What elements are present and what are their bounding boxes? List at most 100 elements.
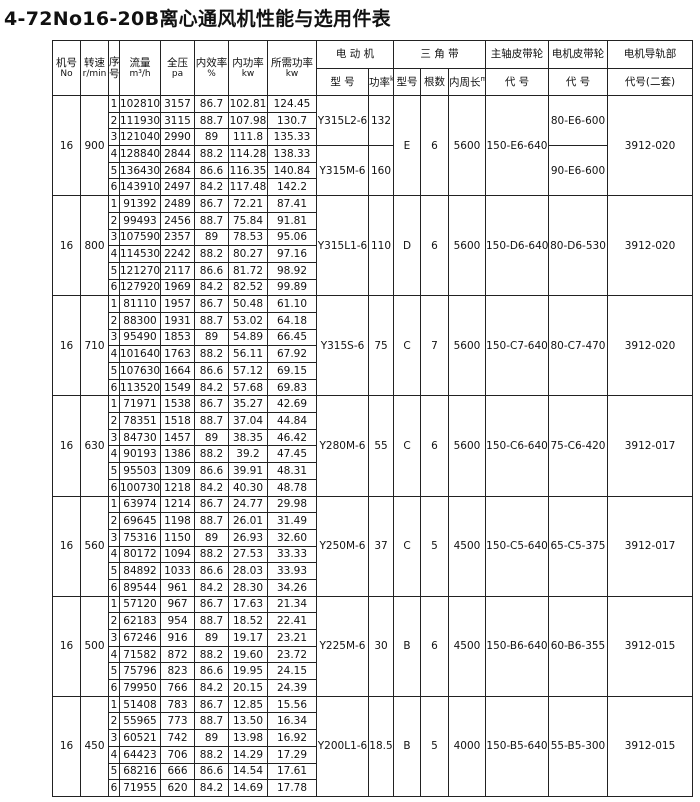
data-row: 4 114530 2242 88.2 80.27 97.16: [53, 245, 693, 263]
required-power: 21.34: [267, 595, 317, 614]
header-cell: 内周长mm: [448, 67, 486, 96]
belt-count: 6: [420, 595, 449, 697]
motor-pulley: 90-E6-600: [548, 145, 608, 197]
data-row: 3 121040 2990 89 111.8 135.33: [53, 128, 693, 147]
seq: 5: [108, 662, 120, 681]
required-power: 142.2: [267, 178, 317, 197]
seq: 5: [108, 362, 120, 380]
main-pulley: 150-B6-640: [485, 595, 549, 697]
seq: 3: [108, 629, 120, 647]
pressure: 872: [160, 645, 195, 664]
efficiency: 86.6: [194, 261, 229, 280]
required-power: 17.29: [267, 745, 317, 764]
required-power: 135.33: [267, 128, 317, 147]
pressure: 742: [160, 729, 195, 747]
power: 78.53: [228, 228, 268, 247]
seq: 3: [108, 729, 120, 747]
pressure: 1957: [160, 295, 195, 313]
seq: 4: [108, 445, 120, 464]
header-label: 内功率: [232, 56, 264, 69]
header-cell: 转速 r/min: [80, 40, 109, 96]
data-row: 5 84892 1033 86.6 28.03 33.93: [53, 562, 693, 580]
power: 53.02: [228, 311, 268, 330]
required-power: 23.21: [267, 629, 317, 647]
required-power: 47.45: [267, 445, 317, 464]
pressure: 2684: [160, 161, 195, 180]
flow: 107590: [119, 228, 161, 247]
motor-pulley: 80-C7-470: [548, 295, 608, 397]
data-row: 6 71955 620 84.2 14.69 17.78: [53, 779, 693, 797]
pressure: 1094: [160, 545, 195, 564]
power: 57.12: [228, 362, 268, 380]
pressure: 1309: [160, 462, 195, 480]
power: 13.50: [228, 712, 268, 731]
seq: 4: [108, 645, 120, 664]
seq: 1: [108, 195, 120, 213]
main-pulley: 150-C7-640: [485, 295, 549, 397]
flow: 78351: [119, 412, 161, 430]
motor-model: Y315L2-6: [316, 94, 369, 147]
header-label: 全压: [167, 56, 188, 69]
pressure: 2990: [160, 128, 195, 147]
seq: 3: [108, 228, 120, 247]
data-row: 2 55965 773 88.7 13.50 16.34: [53, 712, 693, 731]
motor-model: Y280M-6: [316, 395, 369, 497]
efficiency: 86.7: [194, 495, 229, 514]
efficiency: 89: [194, 629, 229, 647]
flow: 71955: [119, 779, 161, 797]
seq: 2: [108, 211, 120, 230]
belt-type: C: [393, 395, 421, 497]
belt-type: C: [393, 295, 421, 397]
efficiency: 89: [194, 328, 229, 347]
flow: 84892: [119, 562, 161, 580]
header-label: 代 号: [504, 75, 530, 88]
required-power: 64.18: [267, 311, 317, 330]
required-power: 140.84: [267, 161, 317, 180]
required-power: 15.56: [267, 695, 317, 714]
machine-no: 16: [52, 695, 81, 797]
pressure: 706: [160, 745, 195, 764]
power: 54.89: [228, 328, 268, 347]
motor-pulley: 60-B6-355: [548, 595, 608, 697]
motor-model: Y315S-6: [316, 295, 369, 397]
header-label: 内周长: [449, 76, 481, 88]
data-row: 5 121270 2117 86.6 81.72 98.92: [53, 261, 693, 280]
power: 81.72: [228, 261, 268, 280]
efficiency: 84.2: [194, 178, 229, 197]
rail: 3912-017: [607, 395, 693, 497]
header-row: 机号 No 转速 r/min 序号 流量 m³/h 全压 pa 内效率% 内功率 kw 所需功率 kw 电 …: [52, 40, 693, 96]
rail: 3912-020: [607, 195, 693, 297]
flow: 55965: [119, 712, 161, 731]
seq: 2: [108, 412, 120, 430]
seq: 3: [108, 528, 120, 547]
motor-pulley: 65-C5-375: [548, 495, 608, 597]
speed: 450: [80, 695, 109, 797]
efficiency: 89: [194, 228, 229, 247]
pressure: 1214: [160, 495, 195, 514]
flow: 79950: [119, 679, 161, 697]
pressure: 1763: [160, 345, 195, 363]
efficiency: 84.2: [194, 378, 229, 397]
header-unit: kw: [241, 68, 255, 79]
data-row: 6 100730 1218 84.2 40.30 48.78: [53, 478, 693, 497]
data-row: 4 71582 872 88.2 19.60 23.72: [53, 645, 693, 664]
power: 14.29: [228, 745, 268, 764]
header-group: 电机皮带轮: [548, 40, 608, 69]
required-power: 69.83: [267, 378, 317, 397]
data-row: 2 88300 1931 88.7 53.02 64.18: [53, 311, 693, 330]
pressure: 2456: [160, 211, 195, 230]
seq: 5: [108, 462, 120, 480]
required-power: 46.42: [267, 428, 317, 447]
power: 35.27: [228, 395, 268, 414]
pressure: 666: [160, 762, 195, 781]
efficiency: 88.7: [194, 311, 229, 330]
required-power: 66.45: [267, 328, 317, 347]
rail: 3912-020: [607, 295, 693, 397]
header-cell: 代 号: [548, 67, 608, 96]
rail: 3912-017: [607, 495, 693, 597]
pressure: 961: [160, 578, 195, 597]
flow: 81110: [119, 295, 161, 313]
belt-type: C: [393, 495, 421, 597]
flow: 113520: [119, 378, 161, 397]
